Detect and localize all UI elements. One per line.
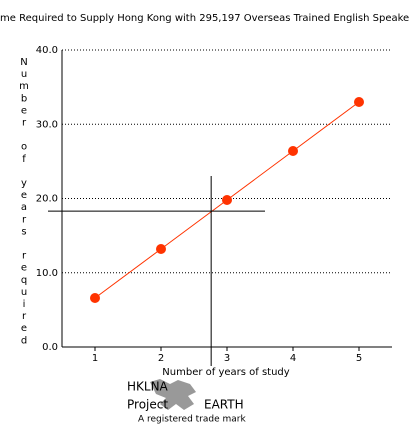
x-tick-label: 4 (290, 353, 296, 364)
x-tick-label: 3 (224, 353, 230, 364)
logo-name: HKLNA (127, 380, 169, 394)
data-point (222, 194, 232, 205)
chart-title: Time Required to Supply Hong Kong with 2… (0, 13, 410, 24)
logo-caption: A registered trade mark (138, 415, 246, 425)
x-tick-label: 2 (158, 353, 164, 364)
data-point (156, 243, 166, 254)
logo-word: EARTH (204, 398, 244, 412)
y-tick-label: 0.0 (42, 342, 58, 353)
data-point (90, 292, 100, 303)
y-tick-label: 10.0 (36, 268, 58, 279)
y-tick-label: 20.0 (36, 194, 58, 205)
x-tick-label: 1 (92, 353, 98, 364)
x-tick-label: 5 (356, 353, 362, 364)
y-tick-label: 30.0 (36, 119, 58, 130)
logo: HKLNA Project EARTH A registered trade m… (127, 379, 246, 425)
x-axis-label: Number of years of study (162, 367, 289, 378)
logo-icon (150, 379, 196, 410)
data-point (354, 96, 364, 107)
y-tick-label: 40.0 (36, 45, 58, 56)
data-point (288, 145, 298, 156)
logo-word: Project (127, 398, 168, 412)
